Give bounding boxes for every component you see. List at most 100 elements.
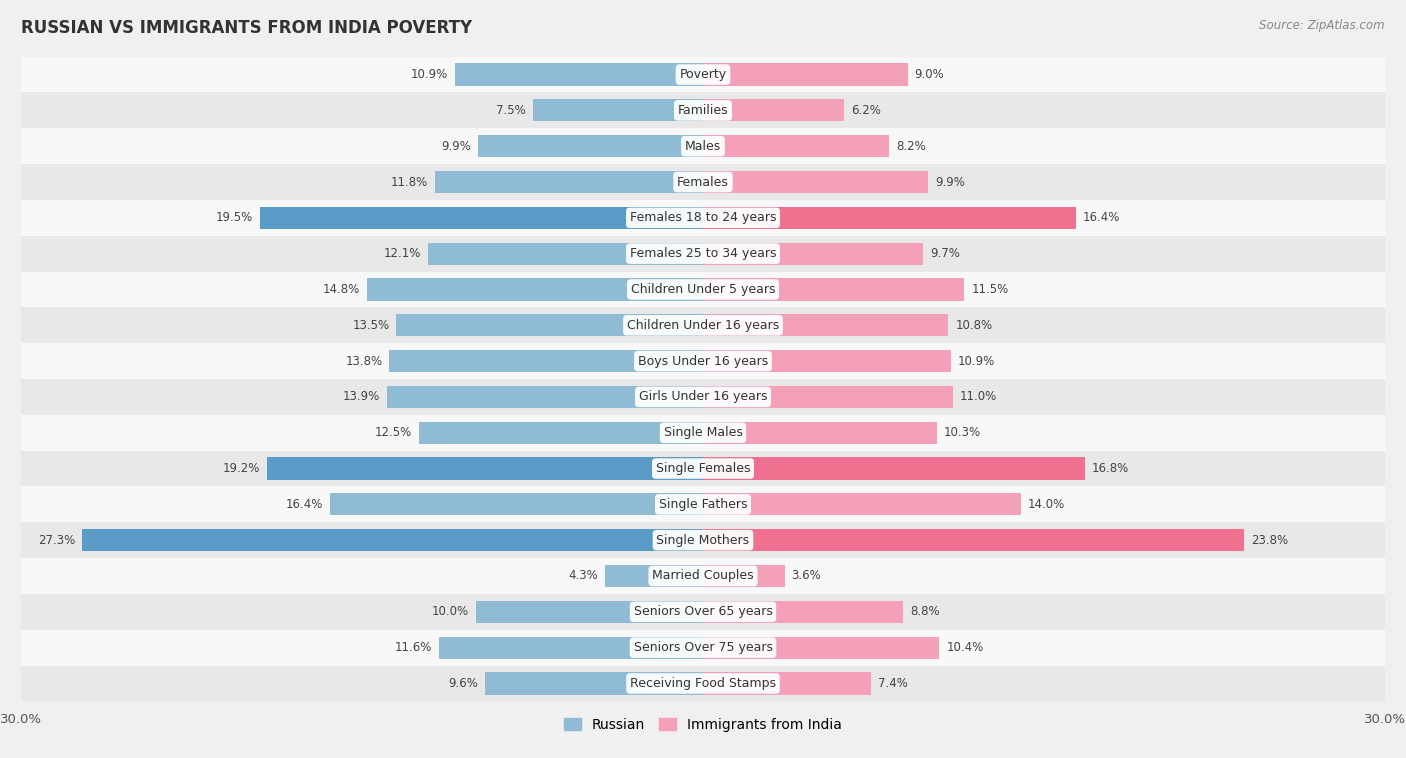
Text: 13.8%: 13.8% [346, 355, 382, 368]
Bar [21, 307, 1385, 343]
Bar [439, 637, 703, 659]
Text: RUSSIAN VS IMMIGRANTS FROM INDIA POVERTY: RUSSIAN VS IMMIGRANTS FROM INDIA POVERTY [21, 19, 472, 37]
Bar [703, 672, 872, 694]
Text: 4.3%: 4.3% [568, 569, 599, 582]
Text: 8.8%: 8.8% [910, 606, 939, 619]
Bar [267, 457, 703, 480]
Bar [703, 600, 903, 623]
Text: Girls Under 16 years: Girls Under 16 years [638, 390, 768, 403]
Bar [21, 379, 1385, 415]
Bar [703, 314, 949, 337]
Text: Source: ZipAtlas.com: Source: ZipAtlas.com [1260, 19, 1385, 32]
Text: 14.0%: 14.0% [1028, 498, 1066, 511]
Bar [367, 278, 703, 301]
Bar [387, 386, 703, 408]
Text: Seniors Over 65 years: Seniors Over 65 years [634, 606, 772, 619]
Bar [703, 278, 965, 301]
Bar [703, 243, 924, 265]
Bar [21, 57, 1385, 92]
Text: 23.8%: 23.8% [1251, 534, 1288, 547]
Bar [21, 128, 1385, 164]
Text: 10.8%: 10.8% [955, 319, 993, 332]
Bar [703, 171, 928, 193]
Text: Boys Under 16 years: Boys Under 16 years [638, 355, 768, 368]
Bar [83, 529, 703, 551]
Text: Married Couples: Married Couples [652, 569, 754, 582]
Text: 11.8%: 11.8% [391, 176, 427, 189]
Text: 11.5%: 11.5% [972, 283, 1008, 296]
Bar [21, 271, 1385, 307]
Bar [21, 451, 1385, 487]
Text: Females: Females [678, 176, 728, 189]
Text: 13.9%: 13.9% [343, 390, 380, 403]
Text: 10.9%: 10.9% [411, 68, 449, 81]
Text: Single Males: Single Males [664, 426, 742, 439]
Bar [21, 164, 1385, 200]
Text: 14.8%: 14.8% [322, 283, 360, 296]
Text: 9.9%: 9.9% [935, 176, 965, 189]
Bar [21, 487, 1385, 522]
Bar [703, 457, 1085, 480]
Bar [703, 64, 908, 86]
Bar [703, 386, 953, 408]
Bar [21, 415, 1385, 451]
Bar [21, 558, 1385, 594]
Text: Poverty: Poverty [679, 68, 727, 81]
Bar [21, 343, 1385, 379]
Bar [485, 672, 703, 694]
Text: 7.4%: 7.4% [877, 677, 908, 690]
Text: Single Females: Single Females [655, 462, 751, 475]
Text: 27.3%: 27.3% [38, 534, 76, 547]
Text: 9.6%: 9.6% [449, 677, 478, 690]
Text: 8.2%: 8.2% [896, 139, 927, 152]
Text: 10.3%: 10.3% [943, 426, 981, 439]
Text: 11.6%: 11.6% [395, 641, 433, 654]
Bar [703, 637, 939, 659]
Legend: Russian, Immigrants from India: Russian, Immigrants from India [558, 712, 848, 737]
Text: 11.0%: 11.0% [960, 390, 997, 403]
Text: 10.4%: 10.4% [946, 641, 983, 654]
Bar [396, 314, 703, 337]
Text: 12.5%: 12.5% [375, 426, 412, 439]
Bar [21, 630, 1385, 666]
Text: 10.9%: 10.9% [957, 355, 995, 368]
Text: 19.5%: 19.5% [215, 211, 253, 224]
Text: Seniors Over 75 years: Seniors Over 75 years [634, 641, 772, 654]
Bar [419, 421, 703, 444]
Bar [21, 594, 1385, 630]
Bar [703, 529, 1244, 551]
Bar [456, 64, 703, 86]
Text: Females 18 to 24 years: Females 18 to 24 years [630, 211, 776, 224]
Bar [21, 666, 1385, 701]
Text: 16.8%: 16.8% [1091, 462, 1129, 475]
Text: 9.7%: 9.7% [931, 247, 960, 260]
Bar [703, 565, 785, 587]
Text: Single Fathers: Single Fathers [659, 498, 747, 511]
Text: Children Under 5 years: Children Under 5 years [631, 283, 775, 296]
Bar [260, 207, 703, 229]
Bar [21, 522, 1385, 558]
Bar [330, 493, 703, 515]
Text: 16.4%: 16.4% [285, 498, 323, 511]
Bar [703, 207, 1076, 229]
Bar [434, 171, 703, 193]
Text: 3.6%: 3.6% [792, 569, 821, 582]
Bar [703, 135, 890, 158]
Text: 9.0%: 9.0% [914, 68, 945, 81]
Text: 6.2%: 6.2% [851, 104, 880, 117]
Bar [21, 236, 1385, 271]
Bar [703, 421, 938, 444]
Bar [475, 600, 703, 623]
Bar [427, 243, 703, 265]
Bar [703, 99, 844, 121]
Text: Females 25 to 34 years: Females 25 to 34 years [630, 247, 776, 260]
Bar [21, 200, 1385, 236]
Text: 13.5%: 13.5% [352, 319, 389, 332]
Bar [478, 135, 703, 158]
Text: 16.4%: 16.4% [1083, 211, 1121, 224]
Text: 19.2%: 19.2% [222, 462, 260, 475]
Bar [703, 350, 950, 372]
Text: Children Under 16 years: Children Under 16 years [627, 319, 779, 332]
Text: Single Mothers: Single Mothers [657, 534, 749, 547]
Text: 10.0%: 10.0% [432, 606, 468, 619]
